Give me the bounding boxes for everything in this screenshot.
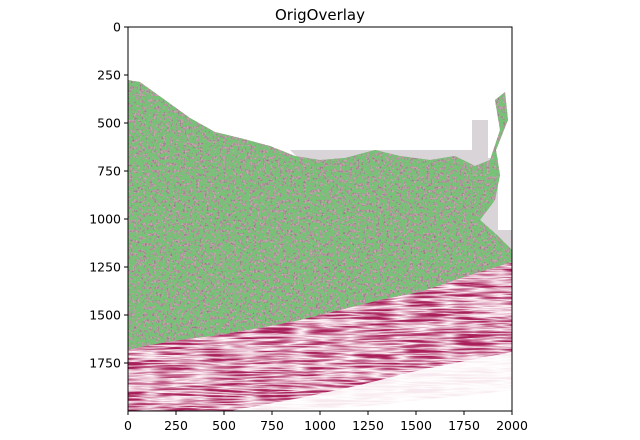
y-tick-label: 500: [97, 116, 121, 131]
x-tick-label: 500: [212, 418, 236, 433]
tissue-green-overlay: [128, 80, 512, 350]
y-tick-label: 0: [113, 20, 121, 35]
x-tick-label: 2000: [496, 418, 528, 433]
muscle-lower-white: [230, 352, 512, 411]
x-tick-label: 1750: [448, 418, 480, 433]
y-tick-label: 750: [97, 164, 121, 179]
x-tick-label: 1000: [304, 418, 336, 433]
y-tick-label: 1500: [89, 308, 121, 323]
plot-title: OrigOverlay: [275, 6, 365, 24]
y-axis: 0 250 500 750 1000 1250 1500 1750: [89, 20, 128, 371]
y-tick-label: 1250: [89, 260, 121, 275]
y-tick-label: 1000: [89, 212, 121, 227]
y-tick-label: 1750: [89, 356, 121, 371]
x-tick-label: 750: [260, 418, 284, 433]
y-tick-label: 250: [97, 68, 121, 83]
x-tick-label: 250: [164, 418, 188, 433]
x-axis: 0 250 500 750 1000 1250 1500 1750 2000: [124, 411, 528, 433]
x-tick-label: 0: [124, 418, 132, 433]
x-tick-label: 1250: [352, 418, 384, 433]
overlay-image: [128, 27, 512, 411]
x-tick-label: 1500: [400, 418, 432, 433]
